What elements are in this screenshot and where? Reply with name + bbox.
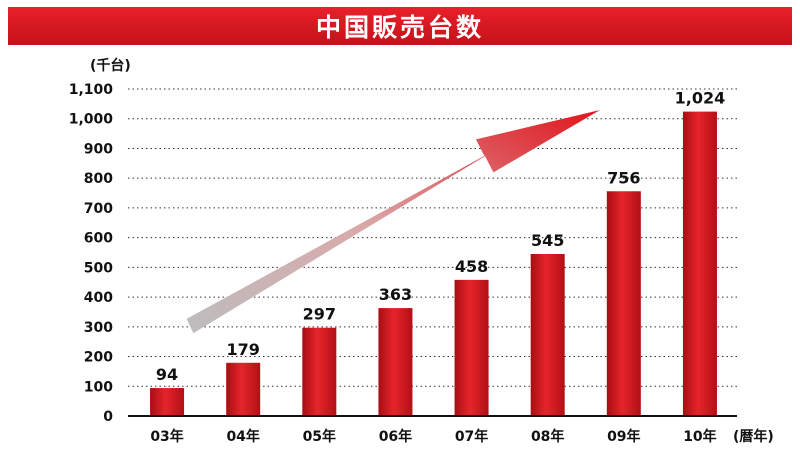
x-tick-label: 05年 — [303, 428, 336, 445]
data-label: 94 — [156, 365, 178, 384]
x-unit-label: (暦年) — [733, 428, 774, 445]
data-label: 458 — [455, 257, 488, 276]
bar — [606, 191, 641, 416]
y-tick-label: 500 — [84, 260, 113, 276]
x-tick-label: 07年 — [455, 428, 488, 445]
x-axis-ticks: 03年 04年 05年 06年 07年 08年 09年 10年 — [150, 428, 716, 445]
title-banner: 中国販売台数 — [8, 7, 792, 45]
y-tick-label: 400 — [84, 290, 113, 306]
y-tick-label: 1,100 — [69, 82, 114, 98]
y-tick-label: 200 — [84, 350, 113, 366]
bar — [378, 308, 413, 416]
y-tick-label: 700 — [84, 201, 113, 217]
x-tick-label: 06年 — [379, 428, 412, 445]
data-label: 1,024 — [675, 89, 726, 108]
grid-lines — [128, 88, 737, 387]
data-label: 756 — [607, 168, 640, 187]
y-unit-label: (千台) — [90, 57, 131, 74]
y-axis-ticks: 0 100 200 300 400 500 600 700 800 900 1,000 1,100 — [69, 82, 114, 425]
bar — [150, 388, 185, 416]
data-label: 545 — [531, 231, 564, 250]
y-tick-label: 800 — [84, 171, 113, 187]
x-tick-label: 08年 — [531, 428, 564, 445]
bar — [530, 253, 565, 416]
bars: 94 179 297 363 458 545 756 1,024 — [150, 89, 726, 417]
data-label: 297 — [303, 305, 336, 324]
y-tick-label: 600 — [84, 231, 113, 247]
y-tick-label: 900 — [84, 141, 113, 157]
x-tick-label: 09年 — [607, 428, 640, 445]
data-label: 179 — [226, 340, 259, 359]
bar — [454, 279, 489, 416]
y-tick-label: 1,000 — [69, 112, 114, 128]
bar — [302, 327, 337, 416]
y-tick-label: 300 — [84, 320, 113, 336]
bar — [682, 111, 717, 417]
data-label: 363 — [379, 285, 412, 304]
x-tick-label: 04年 — [226, 428, 259, 445]
trend-arrow — [186, 110, 600, 334]
x-tick-label: 03年 — [150, 428, 183, 445]
y-tick-label: 0 — [103, 409, 113, 425]
x-tick-label: 10年 — [683, 428, 716, 445]
chart-title: 中国販売台数 — [315, 13, 484, 42]
y-tick-label: 100 — [84, 379, 113, 395]
bar — [226, 362, 261, 416]
